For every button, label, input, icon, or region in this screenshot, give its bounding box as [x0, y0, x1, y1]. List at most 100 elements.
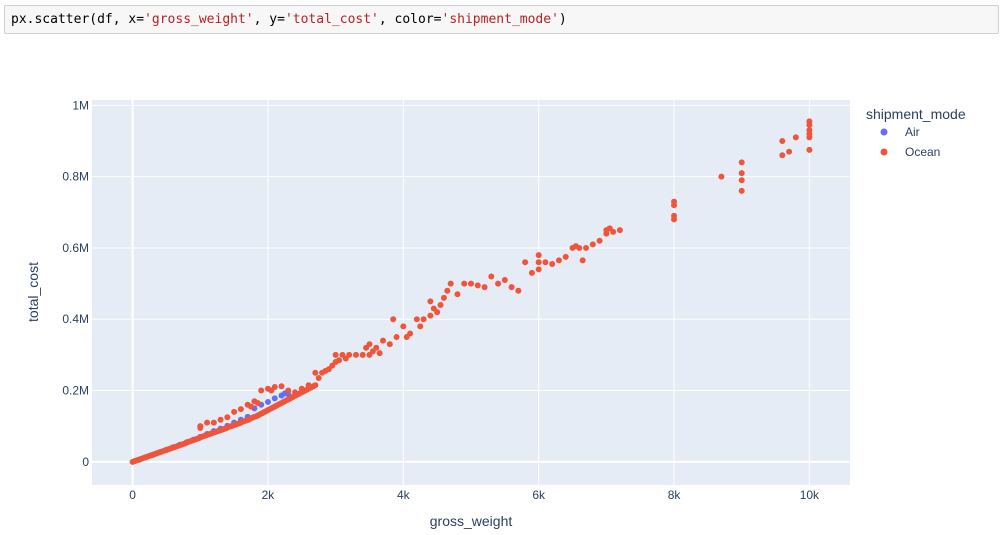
data-point-ocean[interactable] [427, 298, 434, 305]
data-point-ocean[interactable] [197, 424, 204, 431]
data-point-ocean[interactable] [610, 228, 617, 235]
x-tick-label: 2k [262, 488, 276, 502]
data-point-ocean[interactable] [488, 273, 495, 280]
data-point-ocean[interactable] [806, 118, 813, 125]
code-y-arg: 'total_cost' [284, 12, 379, 27]
data-point-ocean[interactable] [390, 316, 397, 323]
data-point-ocean[interactable] [437, 301, 444, 308]
data-point-ocean[interactable] [376, 350, 383, 357]
plot-area[interactable] [92, 100, 850, 485]
data-point-ocean[interactable] [305, 382, 312, 389]
data-point-ocean[interactable] [417, 323, 424, 330]
data-point-ocean[interactable] [400, 323, 407, 330]
data-point-ocean[interactable] [312, 369, 319, 376]
data-point-ocean[interactable] [792, 134, 799, 141]
data-point-ocean[interactable] [671, 212, 678, 219]
y-axis-ticks: 0 0.2M 0.4M 0.6M 0.8M 1M [62, 98, 89, 468]
legend-item-ocean[interactable]: Ocean [880, 145, 941, 159]
data-point-ocean[interactable] [336, 357, 343, 364]
data-point-ocean[interactable] [413, 316, 420, 323]
data-point-ocean[interactable] [420, 316, 427, 323]
data-point-ocean[interactable] [461, 280, 468, 287]
data-point-ocean[interactable] [779, 152, 786, 159]
data-point-ocean[interactable] [549, 260, 556, 267]
data-point-ocean[interactable] [535, 259, 542, 266]
data-point-ocean[interactable] [501, 277, 508, 284]
data-point-ocean[interactable] [271, 383, 278, 390]
data-point-ocean[interactable] [579, 257, 586, 264]
data-point-ocean[interactable] [231, 408, 238, 415]
data-point-ocean[interactable] [237, 406, 244, 413]
data-point-ocean[interactable] [447, 280, 454, 287]
data-point-ocean[interactable] [427, 312, 434, 319]
data-point-ocean[interactable] [254, 400, 261, 407]
data-point-ocean[interactable] [468, 280, 474, 287]
data-point-ocean[interactable] [474, 282, 481, 289]
data-point-ocean[interactable] [562, 253, 569, 260]
data-point-ocean[interactable] [522, 259, 529, 266]
data-point-ocean[interactable] [386, 341, 393, 348]
data-point-ocean[interactable] [440, 294, 447, 301]
data-point-ocean[interactable] [217, 416, 224, 423]
data-point-ocean[interactable] [210, 419, 217, 426]
data-point-ocean[interactable] [332, 351, 339, 358]
data-point-ocean[interactable] [298, 385, 305, 392]
code-fn: px.scatter(df, x= [11, 12, 145, 27]
data-point-ocean[interactable] [779, 138, 786, 144]
data-point-ocean[interactable] [555, 257, 562, 264]
data-point-ocean[interactable] [671, 198, 678, 205]
data-point-ocean[interactable] [454, 291, 461, 298]
legend-item-air[interactable]: Air [880, 125, 920, 139]
data-point-ocean[interactable] [542, 259, 549, 266]
data-point-ocean[interactable] [315, 375, 322, 382]
data-point-ocean[interactable] [224, 414, 231, 421]
data-point-ocean[interactable] [738, 177, 745, 184]
data-point-ocean[interactable] [359, 351, 366, 358]
data-point-ocean[interactable] [535, 266, 542, 273]
data-point-ocean[interactable] [380, 337, 387, 344]
data-point-ocean[interactable] [616, 227, 623, 234]
code-cell[interactable]: px.scatter(df, x='gross_weight', y='tota… [4, 5, 999, 34]
data-point-ocean[interactable] [535, 252, 542, 259]
data-point-ocean[interactable] [434, 309, 441, 316]
data-point-ocean[interactable] [346, 351, 353, 358]
data-point-ocean[interactable] [373, 344, 380, 351]
data-point-ocean[interactable] [528, 269, 535, 276]
y-tick-label: 0.4M [62, 312, 89, 326]
y-tick-label: 0 [82, 455, 89, 469]
data-point-ocean[interactable] [508, 284, 515, 291]
data-point-ocean[interactable] [596, 237, 603, 244]
data-point-ocean[interactable] [738, 187, 745, 194]
data-point-ocean[interactable] [366, 341, 373, 348]
data-point-ocean[interactable] [248, 403, 255, 410]
data-point-ocean[interactable] [393, 334, 400, 341]
data-point-ocean[interactable] [576, 244, 583, 251]
data-point-ocean[interactable] [258, 387, 265, 394]
data-point-ocean[interactable] [589, 241, 596, 248]
legend-label: Ocean [905, 145, 940, 159]
data-point-air[interactable] [264, 398, 271, 405]
data-point-ocean[interactable] [583, 244, 590, 251]
data-point-ocean[interactable] [806, 146, 813, 153]
data-point-ocean[interactable] [285, 387, 292, 394]
legend-marker [880, 148, 888, 156]
data-point-air[interactable] [271, 395, 278, 402]
data-point-ocean[interactable] [312, 382, 319, 389]
legend-marker [880, 128, 888, 136]
data-point-ocean[interactable] [718, 173, 725, 180]
data-point-ocean[interactable] [495, 280, 502, 287]
data-point-ocean[interactable] [515, 287, 522, 294]
data-point-ocean[interactable] [278, 383, 285, 390]
data-point-ocean[interactable] [738, 170, 745, 177]
data-point-ocean[interactable] [738, 159, 745, 166]
data-points [129, 118, 813, 465]
data-point-ocean[interactable] [786, 148, 793, 155]
data-point-ocean[interactable] [292, 389, 299, 396]
data-point-ocean[interactable] [407, 330, 414, 337]
data-point-ocean[interactable] [352, 351, 359, 358]
data-point-ocean[interactable] [481, 284, 488, 291]
data-point-ocean[interactable] [204, 419, 211, 426]
data-point-ocean[interactable] [444, 287, 451, 294]
data-point-ocean[interactable] [806, 127, 813, 134]
